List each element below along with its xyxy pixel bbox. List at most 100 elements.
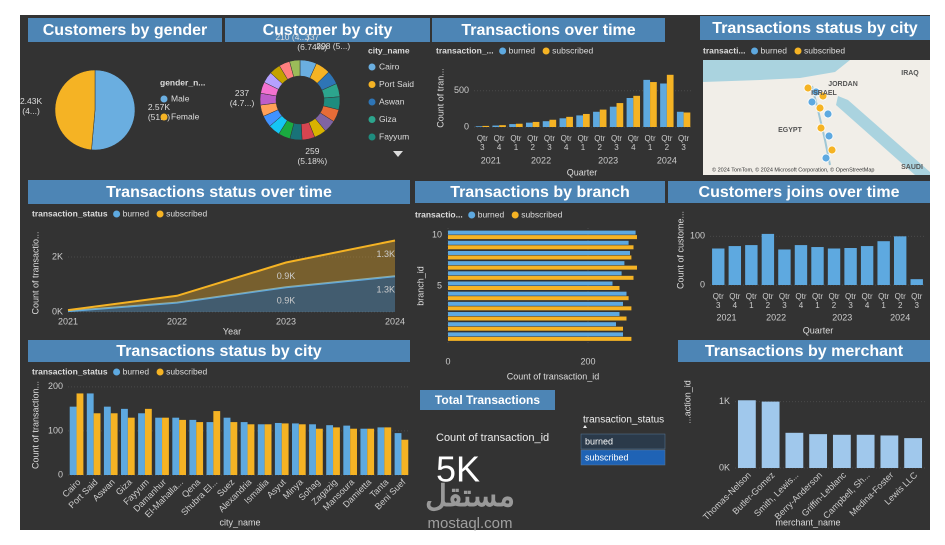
x-group-label: 2024 [890,312,910,322]
x-tick-label-box: Qtr 1 [745,292,757,310]
legend-title: gender_n... [160,77,205,87]
bar [394,433,402,475]
map-label: JORDAN [828,81,858,88]
card-value: 5K [436,449,480,490]
chart-title: Transactions status by city [116,343,322,360]
legend-label: subscribed [552,45,593,55]
slicer-item[interactable] [580,433,666,450]
x-tick-label: Qtr 2 [894,292,906,310]
legend-scroll-arrow [393,151,403,157]
data-label: 2.57K (51...) [147,101,171,122]
bar [616,103,624,127]
y-tick-label: 10 [432,229,442,239]
chart-title: Transactions by merchant [705,343,904,360]
y-tick-label: 0K [52,306,63,316]
line [67,239,396,312]
chart-title: Total Transactions [435,393,540,407]
map-marker [803,83,813,93]
data-label: 1.3K [376,249,395,259]
x-tick-label-box: Qtr 4 [628,134,639,152]
bar [761,401,780,468]
y-tick-label: 0K [719,462,730,472]
x-tick-label: Qtr 1 [745,292,757,310]
x-tick-label: Qtr 3 [610,134,623,152]
x-group-label: 2023 [598,155,618,165]
bar [448,250,630,255]
legend-marker [160,113,168,121]
x-tick-label-box: Qtr 4 [493,134,505,152]
data-label: 0.9K [277,296,296,306]
chart-title: Transactions status over time [106,184,332,201]
bar [549,119,557,127]
bar [809,434,828,468]
bar [492,125,500,127]
bar [660,83,667,127]
bar [448,235,637,240]
x-tick-label-box: Qtr 1 [510,134,521,152]
x-tick-label: Qtr 4 [560,134,572,152]
map-attribution: © 2024 TomTom, © 2024 Microsoft Corporat… [712,166,874,173]
y-tick-label: 5 [437,280,442,290]
x-group-label: 2024 [657,155,677,165]
line [67,275,396,313]
x-tick-label-box: Qtr 3 [911,292,922,310]
bar [448,271,622,276]
map-marker [818,91,828,101]
x-tick-label: Qtr 4 [493,134,505,152]
x-tick-label-box: Qtr 3 [779,292,790,310]
bar [274,422,282,475]
pie-slice [54,69,96,151]
y-tick-label: 200 [48,381,63,391]
bar [877,241,890,285]
bar [475,126,483,127]
legend-label: Female [171,111,200,121]
bar [880,435,899,468]
legend-label: Port Said [379,79,414,89]
legend-label: burned [761,45,788,55]
bar [794,245,808,285]
data-label-box: 237 (4.7...) [230,88,255,108]
title-bar [28,340,410,362]
x-tick-label-box: Qtr 1 [878,292,889,310]
x-tick-label: Qtr 1 [577,134,589,152]
bar [448,322,616,327]
legend-label: burned [123,366,150,376]
data-label: 298 (5...) [316,41,351,52]
bar [448,316,627,321]
bar [292,423,299,475]
slicer-item[interactable] [580,449,666,466]
chart-title: Customers by gender [43,22,207,39]
slicer-item-label[interactable]: burned [585,436,613,446]
x-tick-label-box: Qtr 1 [645,134,656,152]
legend-title: transaction_status [32,366,108,376]
bar [315,428,323,475]
bar [737,400,756,468]
x-tick-label-box: Qtr 4 [795,292,807,310]
bar [103,406,111,475]
x-tick-label: Qtr 4 [795,292,807,310]
chart-title: Transactions status by city [712,20,918,37]
map-marker [815,103,825,113]
bar [860,246,874,285]
slicer-item-label[interactable]: subscribed [585,452,629,462]
bar [448,245,634,250]
title-bar [678,340,930,362]
bar [196,422,204,475]
x-tick-label: Qtr 1 [811,292,824,310]
x-tick-label: 200 [580,356,595,366]
bar [401,439,409,475]
bar [683,112,691,127]
x-tick-label: Qtr 2 [762,292,774,310]
y-tick-label: 1K [719,396,730,406]
x-tick-label-box: Qtr 3 [678,134,689,152]
legend-label: Aswan [379,96,405,106]
bar [367,428,375,475]
bar [257,424,265,475]
bar [448,261,625,266]
y-axis-title: Count of transaction... [30,381,40,469]
bar [377,427,385,475]
bar [728,246,742,285]
legend-marker [156,210,164,218]
map-marker [816,123,826,133]
